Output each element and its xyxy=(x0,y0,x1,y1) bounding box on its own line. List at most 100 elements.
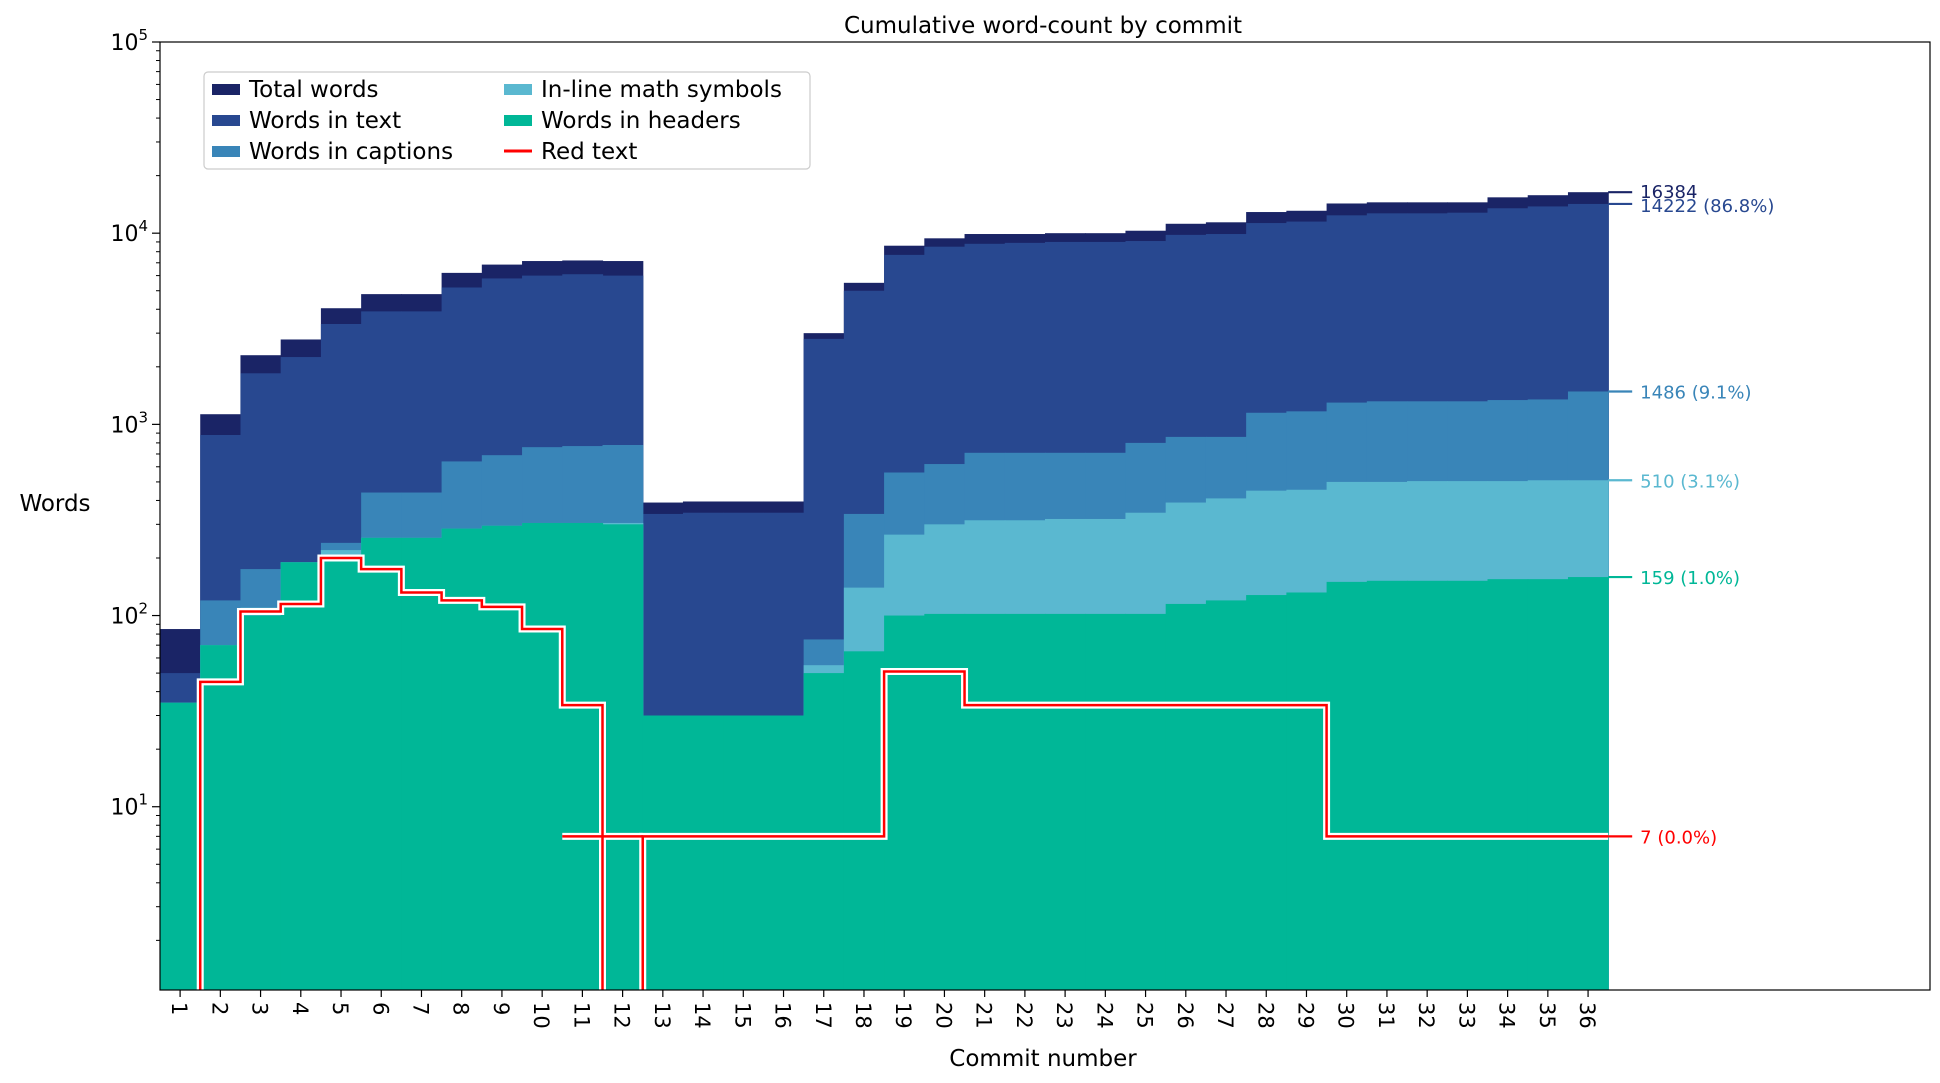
area-words-in-headers-bar xyxy=(1326,581,1368,990)
end-label: 14222 (86.8%) xyxy=(1640,196,1774,217)
area-words-in-headers-bar xyxy=(884,615,925,990)
area-words-in-headers-bar xyxy=(1487,579,1529,990)
red-text-step xyxy=(198,556,1609,990)
area-words-in-headers-bar xyxy=(924,613,966,990)
legend-swatch xyxy=(504,84,532,95)
x-tick-label: 32 xyxy=(1414,1002,1438,1029)
legend-label: Red text xyxy=(541,139,637,165)
x-tick-label: 22 xyxy=(1012,1002,1036,1029)
x-tick-label: 26 xyxy=(1173,1002,1197,1029)
legend-label: Words in captions xyxy=(249,139,453,165)
x-tick-label: 3 xyxy=(248,1002,272,1015)
x-axis-label: Commit number xyxy=(949,1046,1137,1072)
x-tick-label: 4 xyxy=(288,1002,312,1015)
x-tick-label: 30 xyxy=(1334,1002,1358,1029)
red-text-line xyxy=(196,554,1609,990)
x-tick-label: 11 xyxy=(569,1002,593,1029)
area-words-in-headers-bar xyxy=(361,537,402,990)
end-label: 510 (3.1%) xyxy=(1640,471,1740,492)
x-tick-label: 18 xyxy=(851,1002,875,1029)
x-tick-label: 29 xyxy=(1293,1002,1317,1029)
x-tick-label: 15 xyxy=(730,1002,754,1029)
x-tick-label: 31 xyxy=(1374,1002,1398,1029)
area-words-in-headers-bar xyxy=(441,528,483,990)
y-tick-label: 101 xyxy=(110,791,148,821)
area-words-in-headers-bar xyxy=(763,715,805,990)
end-label: 16384 xyxy=(1640,182,1697,203)
x-tick-label: 27 xyxy=(1213,1002,1237,1029)
legend-swatch xyxy=(212,115,240,126)
area-words-in-headers-bar xyxy=(1286,592,1328,990)
x-tick-label: 9 xyxy=(489,1002,513,1015)
area-words-in-headers-bar xyxy=(320,557,362,990)
legend: Total words Words in text Words in caption… xyxy=(203,71,811,170)
x-tick-label: 33 xyxy=(1454,1002,1478,1029)
x-tick-label: 35 xyxy=(1535,1002,1559,1029)
y-tick-label: 105 xyxy=(110,26,148,56)
legend-label: Total words xyxy=(248,77,379,103)
area-words-in-headers-bar xyxy=(200,645,242,990)
legend-label: Words in headers xyxy=(541,108,741,134)
x-tick-label: 2 xyxy=(207,1002,231,1015)
area-words-in-headers-bar xyxy=(602,524,644,990)
legend-swatch xyxy=(212,146,240,157)
area-words-in-headers-bar xyxy=(522,522,563,990)
legend-swatch xyxy=(212,84,240,95)
area-words-in-headers-bar xyxy=(1567,577,1609,990)
area-words-in-headers-bar xyxy=(682,715,724,990)
end-label: 7 (0.0%) xyxy=(1640,827,1717,848)
area-words-in-headers-bar xyxy=(401,537,443,990)
x-tick-label: 6 xyxy=(368,1002,392,1015)
area-words-in-headers-bar xyxy=(160,702,201,990)
x-tick-label: 1 xyxy=(167,1002,191,1015)
x-tick-label: 7 xyxy=(408,1002,432,1015)
x-tick-label: 23 xyxy=(1052,1002,1076,1029)
area-words-in-headers-bar xyxy=(562,522,604,990)
plot-areas xyxy=(160,192,1609,990)
area-words-in-headers-bar xyxy=(1205,600,1247,990)
x-tick-label: 10 xyxy=(529,1002,553,1029)
y-tick-label: 104 xyxy=(110,217,148,247)
x-tick-label: 25 xyxy=(1133,1002,1157,1029)
area-words-in-headers-bar xyxy=(1366,580,1408,990)
x-tick-label: 14 xyxy=(690,1002,714,1029)
legend-swatch xyxy=(504,115,532,126)
x-tick-label: 19 xyxy=(891,1002,915,1029)
y-tick-label: 102 xyxy=(110,600,148,630)
chart-title: Cumulative word-count by commit xyxy=(844,13,1242,39)
end-label: 159 (1.0%) xyxy=(1640,568,1740,589)
area-words-in-headers-bar xyxy=(1407,580,1448,990)
area-words-in-headers-bar xyxy=(843,651,885,990)
y-axis-ticks: 101 102 103 104 105 xyxy=(110,26,160,941)
legend-label: In-line math symbols xyxy=(541,77,782,103)
area-words-in-headers-bar xyxy=(1085,613,1127,990)
x-tick-label: 13 xyxy=(650,1002,674,1029)
area-words-in-headers-bar xyxy=(1045,613,1086,990)
x-tick-label: 12 xyxy=(610,1002,634,1029)
x-tick-label: 28 xyxy=(1253,1002,1277,1029)
x-tick-label: 24 xyxy=(1092,1002,1116,1029)
x-tick-label: 20 xyxy=(931,1002,955,1029)
legend-label: Words in text xyxy=(249,108,401,134)
area-words-in-headers-bar xyxy=(240,615,282,990)
area-words-in-headers-bar xyxy=(1527,579,1569,990)
x-axis-ticks: 1 2 3 4 5 6 7 8 9 10 11 12 13 14 15 16 17 18 19 20 21 22 23 24 2… xyxy=(167,990,1599,1029)
y-tick-label: 103 xyxy=(110,408,148,438)
x-tick-label: 36 xyxy=(1575,1002,1599,1029)
area-words-in-headers-bar xyxy=(642,715,684,990)
area-words-in-headers-bar xyxy=(964,613,1006,990)
area-words-in-headers-bar xyxy=(1447,580,1489,990)
x-tick-label: 8 xyxy=(449,1002,473,1015)
x-tick-label: 16 xyxy=(771,1002,795,1029)
x-tick-label: 5 xyxy=(328,1002,352,1015)
area-words-in-headers-bar xyxy=(1004,613,1046,990)
area-words-in-headers-bar xyxy=(280,562,322,990)
plot-frame xyxy=(159,41,1931,991)
area-words-in-headers xyxy=(160,522,1609,990)
area-words-in-headers-bar xyxy=(803,673,845,990)
y-axis-label: Words xyxy=(19,491,90,517)
x-tick-label: 21 xyxy=(972,1002,996,1029)
x-tick-label: 17 xyxy=(811,1002,835,1029)
